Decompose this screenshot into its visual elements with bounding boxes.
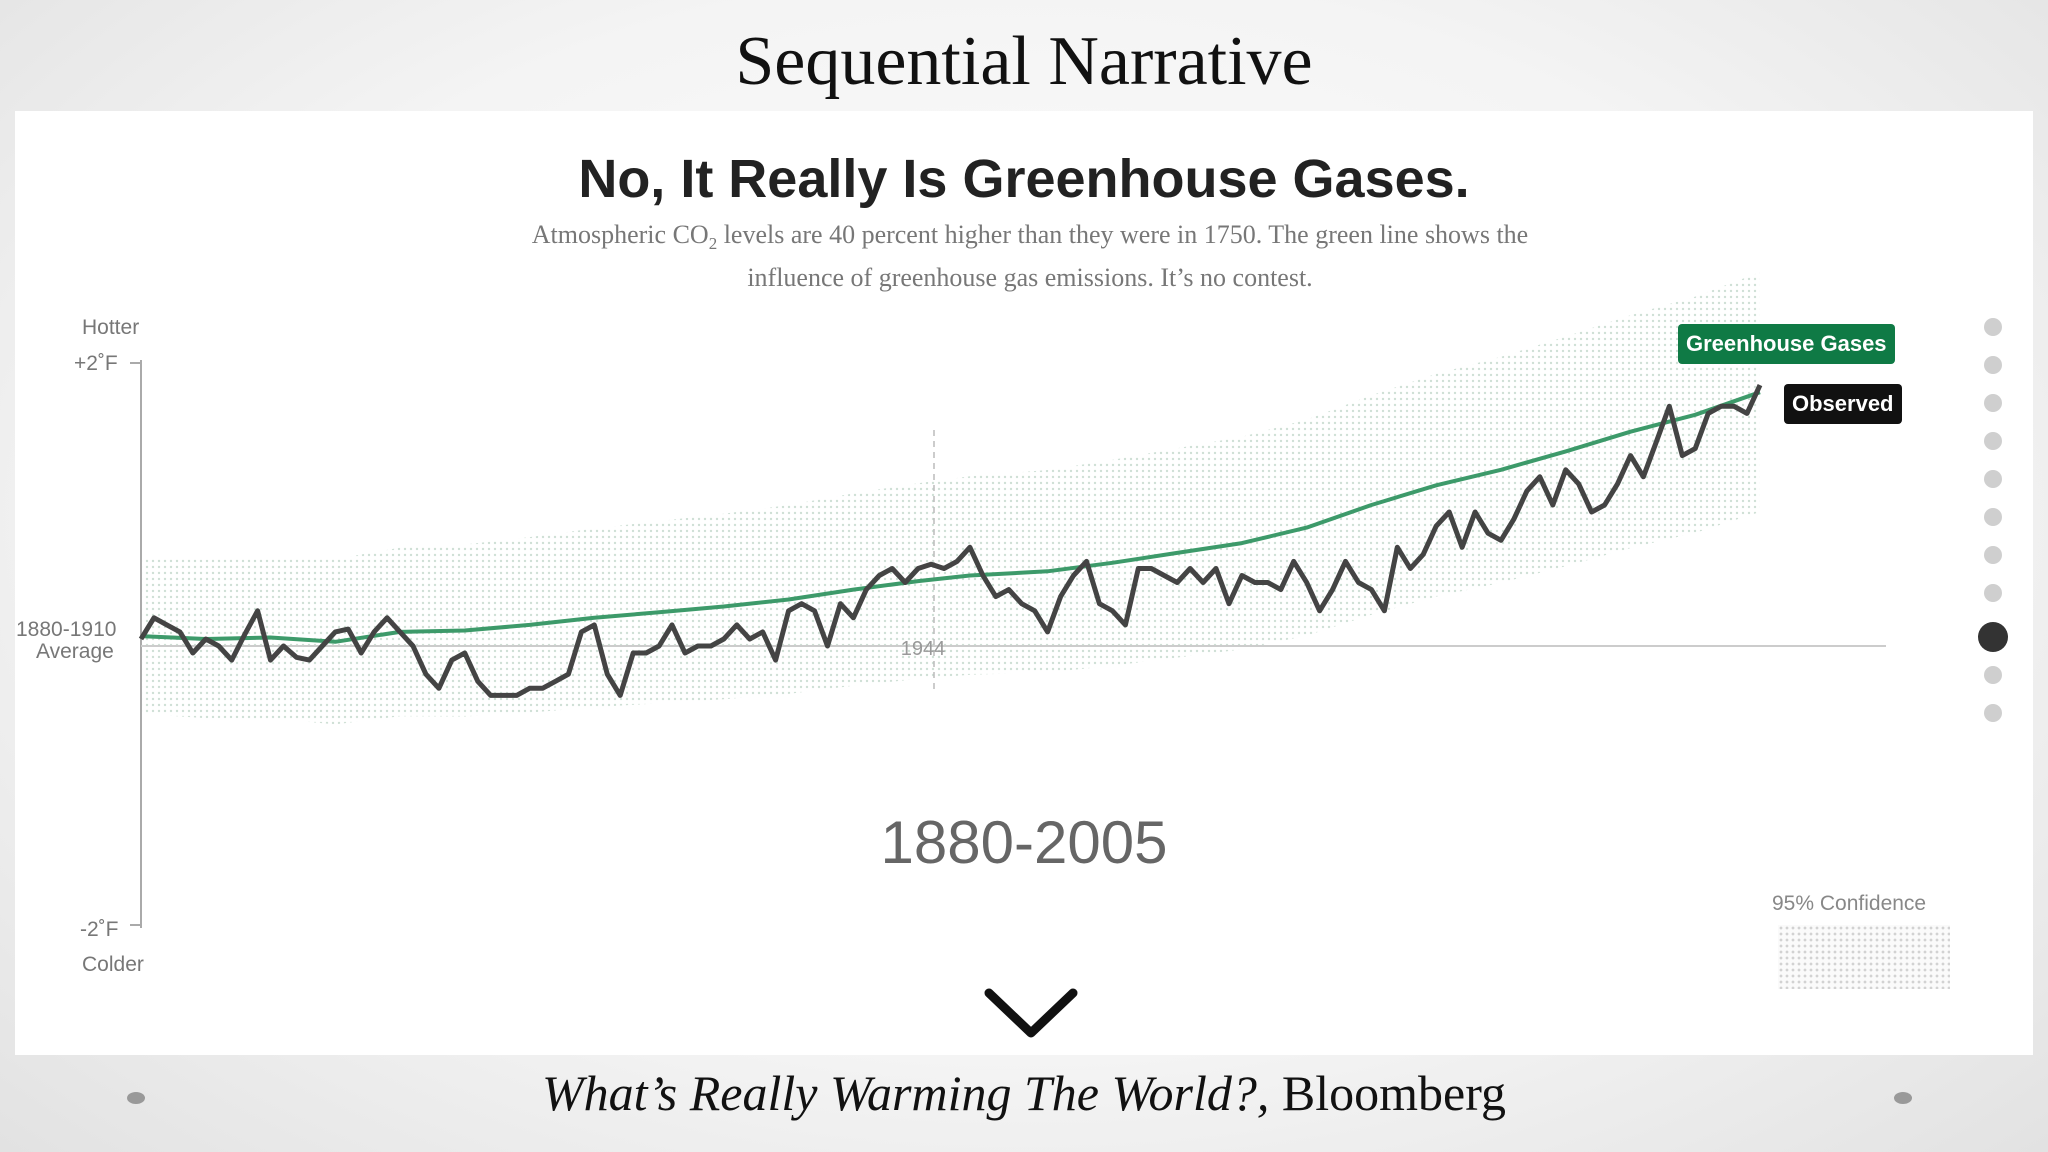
nav-dot[interactable]	[1984, 508, 2002, 526]
chart-title: No, It Really Is Greenhouse Gases.	[578, 149, 1470, 209]
y-baseline-label-1: 1880-1910	[16, 618, 117, 641]
confidence-legend-swatch	[1778, 925, 1950, 989]
y-baseline-label-2: Average	[36, 640, 114, 663]
y-label-hotter: Hotter	[82, 316, 140, 339]
confidence-legend-label: 95% Confidence	[1772, 892, 1927, 915]
nav-dot[interactable]	[1984, 432, 2002, 450]
series-line-observed	[138, 384, 1763, 698]
confidence-band	[141, 272, 1760, 725]
subtitle-line2: influence of greenhouse gas emissions. I…	[747, 263, 1313, 293]
series-label-greenhouse: Greenhouse Gases	[1678, 324, 1895, 364]
nav-dot[interactable]	[1984, 394, 2002, 412]
caption-title: What’s Really Warming The World?,	[542, 1065, 1270, 1121]
nav-dot[interactable]	[1984, 666, 2002, 684]
subtitle-part1: Atmospheric CO	[531, 220, 709, 249]
nav-dot[interactable]	[1984, 356, 2002, 374]
y-label-colder: Colder	[82, 953, 144, 976]
caption: What’s Really Warming The World?, Bloomb…	[0, 1064, 2048, 1122]
nav-dot[interactable]	[1984, 470, 2002, 488]
slide-title: Sequential Narrative	[735, 23, 1313, 100]
subtitle-part2: levels are 40 percent higher than they w…	[717, 220, 1529, 249]
y-tick-label-bottom: -2˚F	[80, 918, 119, 941]
series-line-greenhouse	[140, 390, 1761, 644]
bullet-left	[127, 1092, 145, 1104]
subtitle-sub: 2	[708, 234, 718, 254]
chevron-down-icon[interactable]	[983, 985, 1079, 1045]
bullet-right	[1894, 1092, 1912, 1104]
slide-nav-dots	[1978, 318, 2008, 742]
nav-dot[interactable]	[1978, 622, 2008, 652]
year-marker-label: 1944	[900, 638, 946, 660]
series-label-observed: Observed	[1784, 384, 1902, 424]
nav-dot[interactable]	[1984, 318, 2002, 336]
nav-dot[interactable]	[1984, 704, 2002, 722]
y-tick-label-top: +2˚F	[74, 352, 118, 375]
nav-dot[interactable]	[1984, 584, 2002, 602]
nav-dot[interactable]	[1984, 546, 2002, 564]
range-label: 1880-2005	[880, 809, 1168, 876]
caption-source: Bloomberg	[1281, 1065, 1506, 1121]
chart-subtitle: Atmospheric CO2 levels are 40 percent hi…	[430, 218, 1630, 295]
